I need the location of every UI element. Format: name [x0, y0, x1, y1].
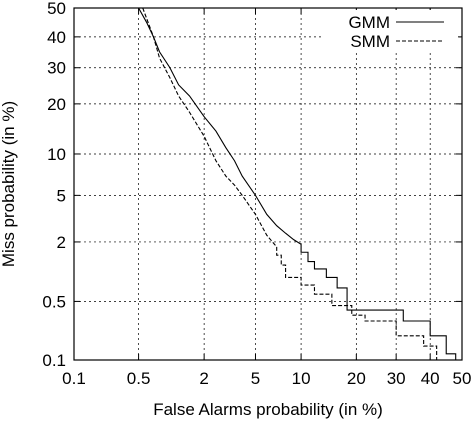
series-line-smm	[142, 7, 462, 361]
plot-frame	[73, 7, 463, 361]
y-tick-label: 0.5	[42, 292, 66, 311]
x-tick-label: 0.5	[127, 369, 151, 388]
legend-background	[322, 10, 458, 50]
x-tick-label: 10	[292, 369, 311, 388]
legend-label-smm: SMM	[350, 32, 390, 51]
y-tick-label: 40	[47, 28, 66, 47]
x-tick-label: 5	[251, 369, 260, 388]
x-tick-label: 0.1	[62, 369, 86, 388]
x-tick-label: 2	[199, 369, 208, 388]
y-tick-label: 10	[47, 145, 66, 164]
series-lines	[138, 7, 462, 361]
x-tick-label: 30	[387, 369, 406, 388]
x-tick-label: 20	[347, 369, 366, 388]
axis-ticks	[73, 7, 463, 361]
legend-label-gmm: GMM	[348, 13, 390, 32]
y-tick-label: 50	[47, 0, 66, 18]
y-tick-label: 0.1	[42, 351, 66, 370]
x-axis-label: False Alarms probability (in %)	[153, 400, 383, 419]
y-axis-label: Miss probability (in %)	[0, 101, 18, 267]
y-tick-label: 20	[47, 95, 66, 114]
legend: GMM SMM	[322, 10, 458, 51]
y-tick-label: 30	[47, 59, 66, 78]
series-line-gmm	[138, 7, 462, 361]
y-tick-label: 5	[57, 186, 66, 205]
x-tick-label: 40	[421, 369, 440, 388]
y-tick-labels: 0.1 0.5 2 5 10 20 30 40 50	[42, 0, 66, 370]
grid-lines	[74, 8, 462, 360]
y-tick-label: 2	[57, 233, 66, 252]
x-tick-labels: 0.1 0.5 2 5 10 20 30 40 50	[62, 369, 471, 388]
x-tick-label: 50	[453, 369, 472, 388]
